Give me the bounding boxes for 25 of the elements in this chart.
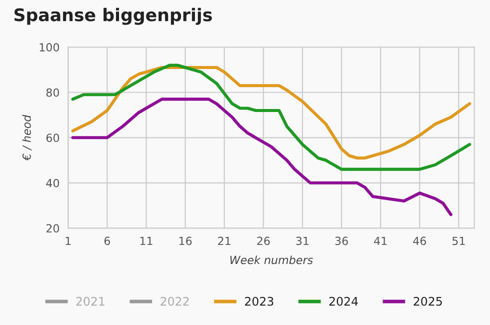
line-series bbox=[71, 98, 452, 216]
y-tick-label: 40 bbox=[46, 178, 60, 188]
x-tick-label: 1 bbox=[66, 236, 71, 245]
x-tick-label: 26 bbox=[257, 236, 270, 246]
y-tick-label: 80 bbox=[46, 88, 60, 97]
x-tick-label: 46 bbox=[413, 236, 426, 246]
x-tick-label: 21 bbox=[218, 236, 230, 245]
legend-label: 2025 bbox=[414, 296, 442, 306]
y-tick-label: 100 bbox=[40, 43, 60, 52]
chart-title: Spaanse biggenprijs bbox=[14, 8, 212, 25]
legend-label: 2024 bbox=[329, 296, 358, 306]
x-tick-label: 36 bbox=[335, 236, 348, 246]
x-tick-label: 16 bbox=[179, 236, 192, 246]
x-tick-label: 51 bbox=[452, 236, 465, 246]
y-tick-label: 20 bbox=[46, 224, 60, 233]
x-axis-title: Week numbers bbox=[230, 256, 313, 264]
x-tick-label: 6 bbox=[104, 236, 110, 246]
y-axis-title: € / heod bbox=[22, 114, 32, 161]
x-tick-label: 41 bbox=[374, 236, 387, 245]
x-tick-label: 11 bbox=[140, 236, 152, 245]
legend-label: 2021 bbox=[76, 296, 104, 306]
y-tick-label: 60 bbox=[46, 134, 60, 142]
x-tick-label: 31 bbox=[296, 236, 309, 246]
legend-label: 2022 bbox=[160, 296, 189, 306]
legend-label: 2023 bbox=[245, 296, 274, 306]
